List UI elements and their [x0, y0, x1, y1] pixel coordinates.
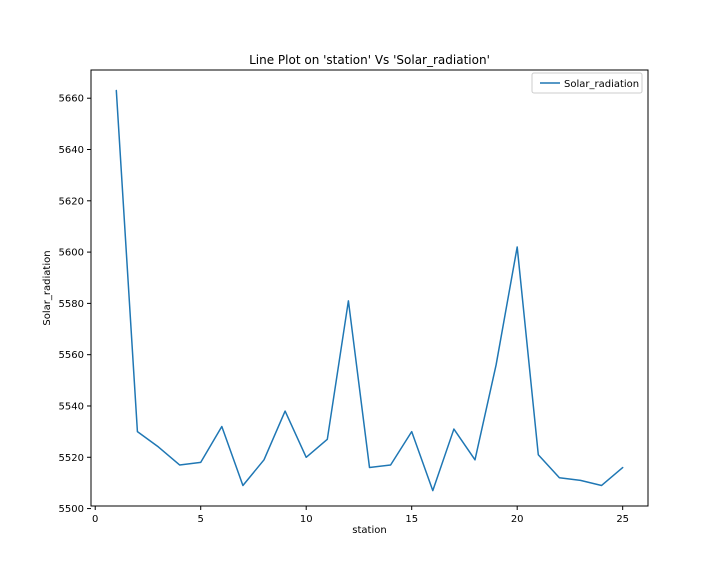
y-tick: 5660 — [59, 94, 91, 105]
y-tick: 5560 — [59, 350, 91, 361]
y-tick: 5620 — [59, 196, 91, 207]
plot-frame — [90, 69, 649, 507]
series-layer — [115, 89, 624, 492]
x-tick-label: 15 — [405, 514, 418, 525]
x-axis-label: station — [352, 525, 386, 536]
y-tick-label: 5660 — [59, 94, 84, 105]
chart-title: Line Plot on 'station' Vs 'Solar_radiati… — [249, 53, 490, 67]
legend-series-label: Solar_radiation — [564, 79, 639, 90]
y-tick: 5580 — [59, 299, 91, 310]
legend: Solar_radiation — [531, 72, 643, 94]
y-tick-label: 5500 — [59, 504, 84, 515]
y-tick: 5500 — [59, 504, 91, 515]
x-tick-label: 0 — [92, 514, 98, 525]
y-tick-label: 5620 — [59, 196, 84, 207]
x-tick-label: 25 — [616, 514, 629, 525]
x-tick-label: 5 — [198, 514, 204, 525]
x-tick: 15 — [405, 506, 418, 525]
y-tick-label: 5580 — [59, 299, 84, 310]
y-axis-ticks: 5500 5520 5540 5560 5580 5600 5620 5640 5660 — [59, 94, 91, 515]
series-line — [115, 89, 624, 492]
y-tick: 5540 — [59, 401, 91, 412]
x-tick: 0 — [92, 506, 98, 525]
y-tick-label: 5560 — [59, 350, 84, 361]
x-tick: 20 — [511, 506, 524, 525]
y-tick-label: 5540 — [59, 401, 84, 412]
x-tick: 5 — [198, 506, 204, 525]
x-tick: 10 — [300, 506, 313, 525]
y-tick: 5520 — [59, 453, 91, 464]
y-tick-label: 5640 — [59, 145, 84, 156]
x-tick-label: 10 — [300, 514, 313, 525]
y-tick: 5600 — [59, 248, 91, 259]
x-tick-label: 20 — [511, 514, 524, 525]
x-tick: 25 — [616, 506, 629, 525]
x-axis-ticks: 0 5 10 15 20 25 — [92, 506, 629, 525]
y-tick: 5640 — [59, 145, 91, 156]
y-axis-label: Solar_radiation — [42, 250, 53, 325]
y-tick-label: 5600 — [59, 248, 84, 259]
y-tick-label: 5520 — [59, 453, 84, 464]
legend-box — [531, 72, 643, 94]
